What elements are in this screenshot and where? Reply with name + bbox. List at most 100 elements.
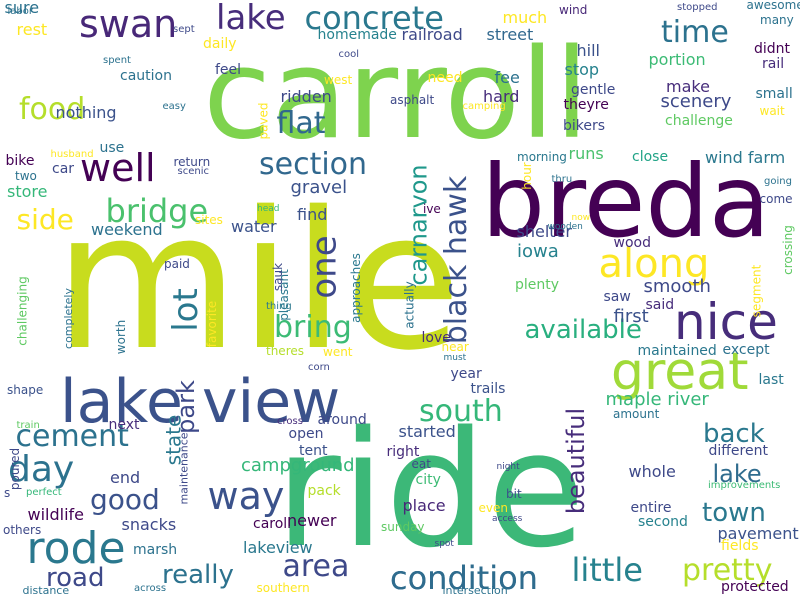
word-sept: sept <box>173 24 195 35</box>
word-sauk: sauk <box>271 262 286 292</box>
word-wind-farm: wind farm <box>705 148 786 167</box>
word-pavement: pavement <box>717 524 799 543</box>
word-campground: campground <box>241 455 355 476</box>
word-trails: trails <box>470 381 506 397</box>
word-whole: whole <box>628 462 676 481</box>
word-available: available <box>524 315 642 345</box>
word-much: much <box>502 8 548 27</box>
word-completely: completely <box>61 287 75 349</box>
word-right: right <box>386 444 420 460</box>
word-south: south <box>419 394 503 429</box>
word-lakeview: lakeview <box>243 538 313 557</box>
word-going: going <box>764 176 792 187</box>
word-many: many <box>760 13 794 27</box>
word-camping: camping <box>462 101 506 112</box>
word-end: end <box>110 468 141 487</box>
word-time: time <box>661 15 729 50</box>
word-water: water <box>231 217 277 236</box>
word-intersection: intersection <box>442 583 508 597</box>
word-entire: entire <box>630 500 672 516</box>
word-flat: flat <box>276 106 326 141</box>
word-portion: portion <box>648 50 706 69</box>
word-started: started <box>398 422 456 441</box>
word-one: one <box>304 235 345 299</box>
word-need: need <box>427 70 463 86</box>
word-smooth: smooth <box>643 276 711 297</box>
word-two: two <box>15 169 37 183</box>
word-snacks: snacks <box>121 515 177 534</box>
word-bit: bit <box>506 487 522 501</box>
word-crossing: crossing <box>780 225 795 275</box>
word-must: must <box>443 352 467 363</box>
word-awesome: awesome <box>746 0 800 12</box>
word-actually: actually <box>402 281 417 329</box>
word-condition: condition <box>390 559 538 597</box>
word-theres: theres <box>266 344 304 358</box>
word-rode: rode <box>26 523 126 574</box>
word-west: west <box>324 73 353 87</box>
word-stopped: stopped <box>677 2 718 13</box>
word-breda: breda <box>481 143 771 260</box>
word-city: city <box>415 472 441 488</box>
word-shape: shape <box>7 383 44 397</box>
word-fee: fee <box>494 68 520 87</box>
word-beautiful: beautiful <box>562 407 591 515</box>
word-find: find <box>297 205 328 224</box>
word-lake: lake <box>712 460 762 488</box>
word-mile: mile <box>54 171 462 392</box>
word-thru: thru <box>551 174 573 185</box>
word-way: way <box>207 474 285 518</box>
word-hard: hard <box>483 87 520 106</box>
word-hour: hour <box>519 162 534 190</box>
word-side: side <box>16 203 74 236</box>
word-paid: paid <box>164 257 190 271</box>
word-around: around <box>317 412 367 428</box>
word-really: really <box>162 560 234 590</box>
word-street: street <box>486 25 534 44</box>
word-across: across <box>134 583 167 594</box>
word-town: town <box>702 498 766 528</box>
word-labor: labor <box>7 6 33 17</box>
word-day: day <box>8 449 75 490</box>
word-southern: southern <box>256 581 310 595</box>
word-sunday: sunday <box>381 520 425 534</box>
word-scenery: scenery <box>660 91 732 112</box>
word-bridge: bridge <box>105 192 209 230</box>
word-rail: rail <box>762 56 785 72</box>
word-near: near <box>441 340 469 354</box>
word-shelter: shelter <box>516 222 572 241</box>
word-wildlife: wildlife <box>27 505 85 524</box>
word-black-hawk: black hawk <box>439 175 475 345</box>
word-runs: runs <box>568 144 604 163</box>
word-maintenance: maintenance <box>177 431 191 505</box>
word-worth: worth <box>114 319 129 355</box>
word-weekend: weekend <box>91 220 163 239</box>
word-lake: lake <box>216 0 286 38</box>
word-head: head <box>257 203 280 214</box>
word-well: well <box>80 146 156 190</box>
word-said: said <box>645 297 675 313</box>
word-perfect: perfect <box>26 487 62 498</box>
word-little: little <box>571 551 643 589</box>
word-year: year <box>450 366 482 382</box>
word-tent: tent <box>299 443 328 459</box>
word-improvements: improvements <box>708 480 781 491</box>
word-ive: ive <box>423 202 441 216</box>
word-section: section <box>259 147 368 182</box>
word-different: different <box>708 443 768 459</box>
word-poured: poured <box>8 447 23 491</box>
word-homemade: homemade <box>317 27 397 43</box>
word-amount: amount <box>613 407 660 421</box>
word-spent: spent <box>103 55 131 66</box>
word-maintained: maintained <box>637 343 717 359</box>
word-segment: segment <box>748 264 763 318</box>
word-wind: wind <box>559 3 588 17</box>
word-place: place <box>402 496 446 515</box>
word-good: good <box>90 483 160 516</box>
word-saw: saw <box>603 289 631 305</box>
word-bikers: bikers <box>563 118 606 134</box>
word-access: access <box>492 513 523 524</box>
word-corn: corn <box>308 362 330 373</box>
word-easy: easy <box>162 101 186 112</box>
